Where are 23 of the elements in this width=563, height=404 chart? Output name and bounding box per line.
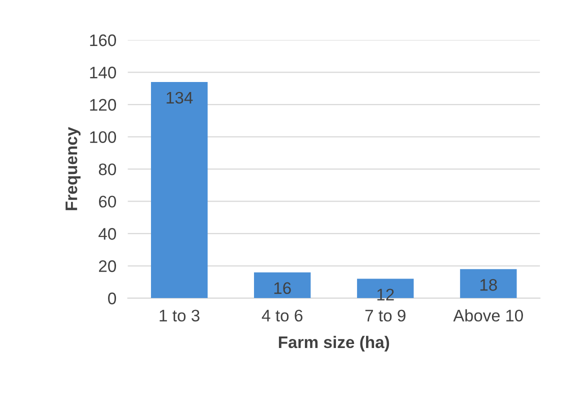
data-label: 134 [166,92,193,104]
x-tick-label: 4 to 6 [262,310,302,322]
data-label: 18 [480,279,497,291]
data-label: 16 [274,282,291,294]
x-tick-label: 1 to 3 [160,310,200,322]
y-tick-label: 160 [90,34,116,46]
y-tick-label: 0 [108,292,116,304]
y-axis-title: Frequency [66,127,81,210]
x-axis-title: Farm size (ha) [278,336,390,352]
y-tick-label: 100 [90,131,116,144]
y-tick-label: 40 [98,228,116,240]
x-tick-label: Above 10 [453,309,523,322]
bar [254,272,311,298]
y-tick-label: 120 [90,98,116,111]
y-tick-label: 80 [98,163,116,176]
data-label: 12 [377,288,394,300]
y-tick-label: 140 [90,66,116,78]
y-tick-label: 20 [98,260,116,272]
bar [460,269,517,298]
bar [150,82,208,298]
x-tick-label: 7 to 9 [365,310,406,322]
bar [357,278,414,298]
y-tick-label: 60 [99,196,116,208]
